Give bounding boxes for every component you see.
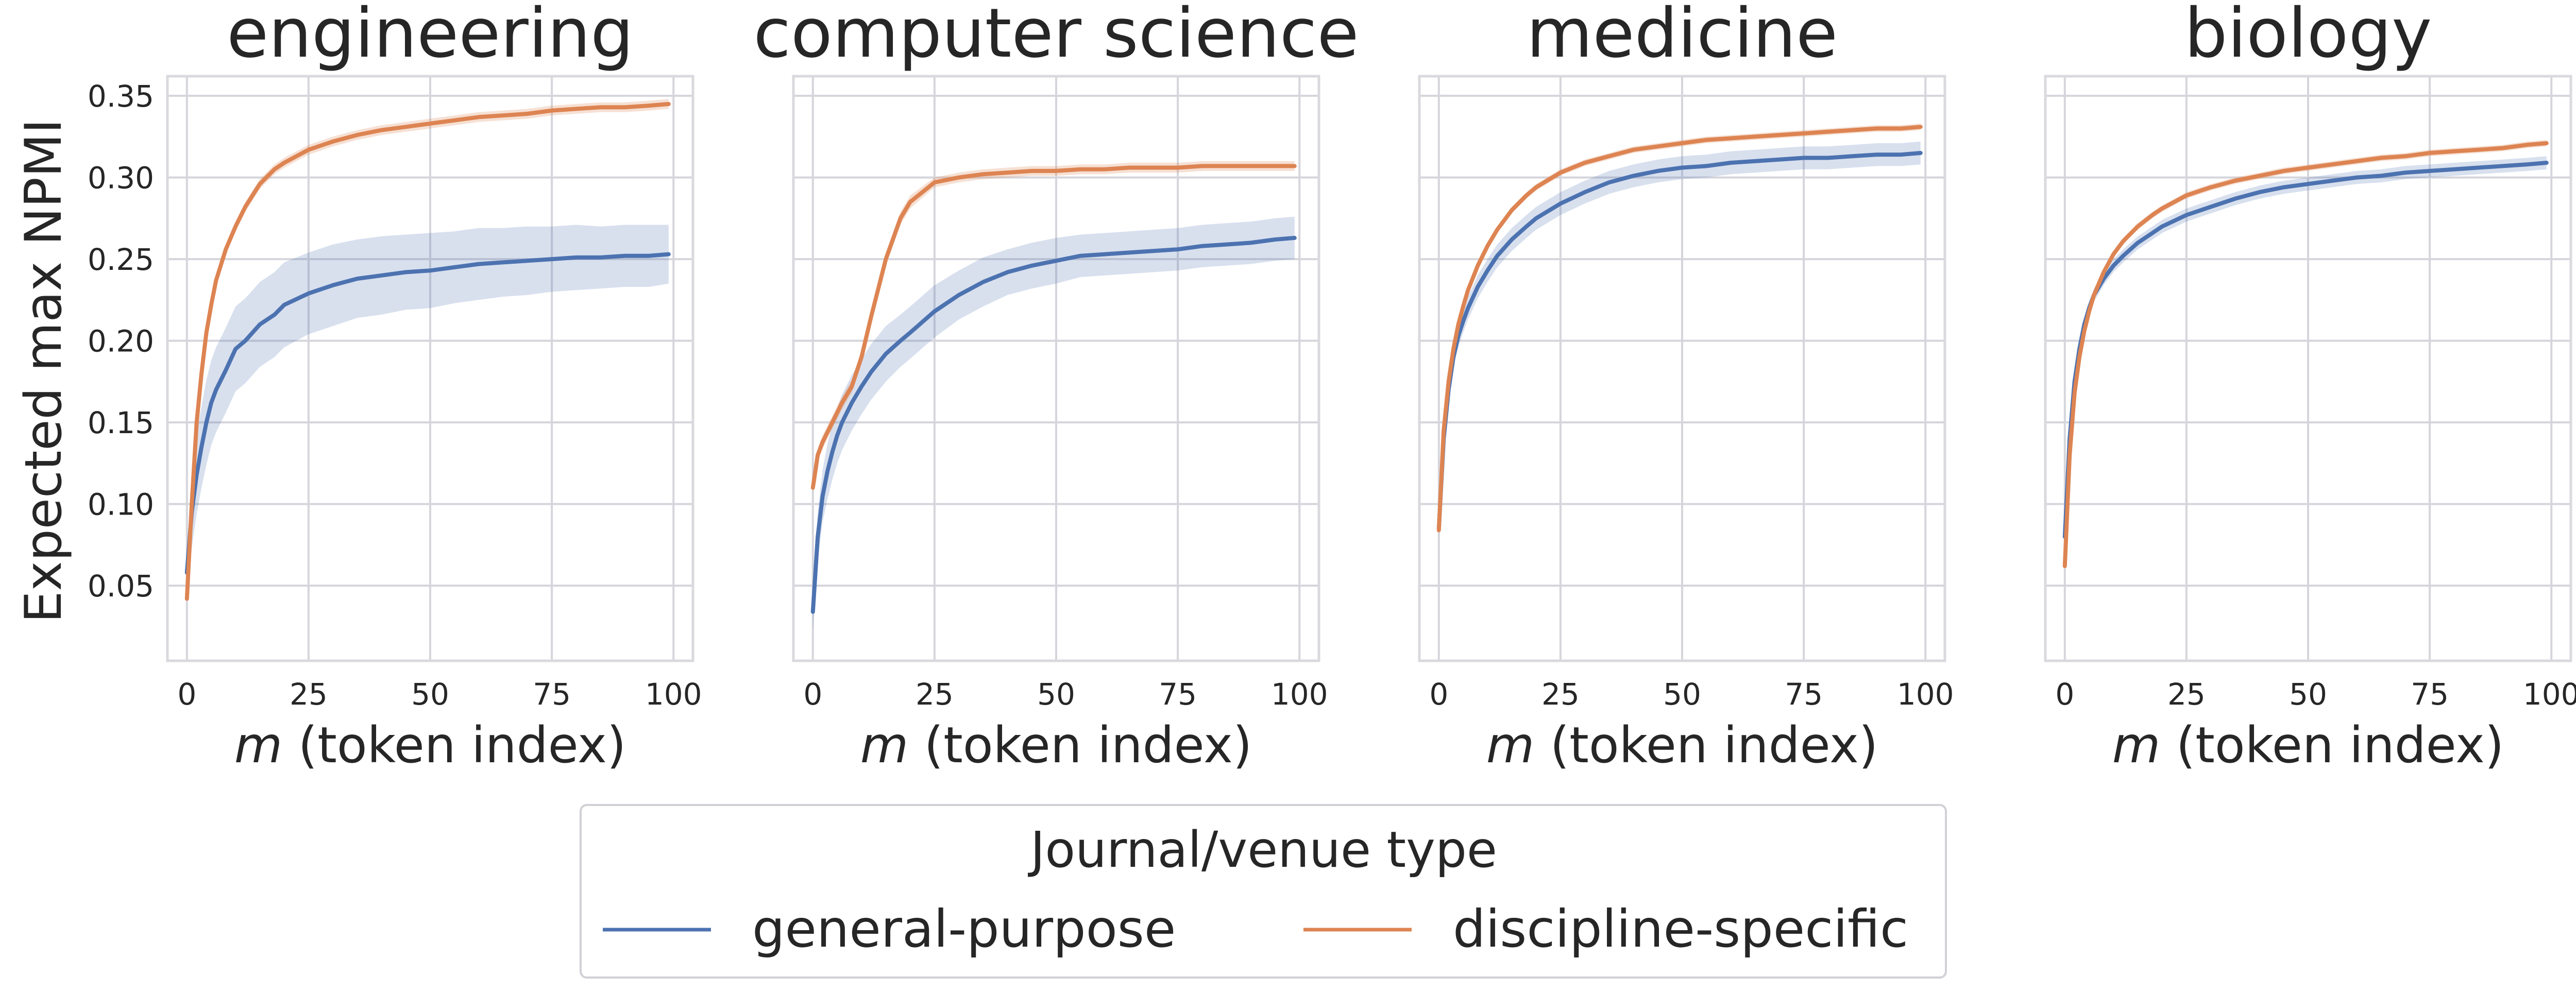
x-axis-label: m (token index)	[1486, 716, 1878, 774]
panel-engineering: 0 25 50 75 100 0.05 0.10 0.15 0.20 0.25 0.30 0.35 en…	[88, 0, 702, 774]
x-axis-label: m (token index)	[860, 716, 1252, 774]
x-tick-label: 75	[533, 677, 571, 712]
x-axis-label-text: (token index)	[1534, 716, 1878, 774]
x-tick-label: 25	[2167, 677, 2206, 712]
line-general-purpose	[184, 252, 671, 575]
line-general-purpose	[810, 235, 1297, 614]
x-tick-label: 0	[803, 677, 822, 712]
line-discipline-specific	[810, 164, 1297, 490]
x-tick-label: 25	[290, 677, 328, 712]
legend-title: Journal/venue type	[1028, 821, 1497, 879]
line-discipline-specific	[2062, 141, 2549, 569]
x-tick-label: 75	[1159, 677, 1197, 712]
x-tick-label: 75	[1785, 677, 1823, 712]
legend: Journal/venue type general-purpose disci…	[580, 804, 1947, 979]
chart-panels: 0 25 50 75 100 0.05 0.10 0.15 0.20 0.25 0.30 0.35 en…	[88, 0, 2576, 774]
x-tick-label: 50	[2289, 677, 2327, 712]
line-general-purpose	[1436, 151, 1923, 531]
x-axis-label: m (token index)	[234, 716, 626, 774]
x-axis-variable: m	[1486, 716, 1535, 774]
y-tick-label: 0.05	[88, 569, 154, 604]
plot-frame	[2044, 75, 2572, 662]
panel-title: engineering	[227, 0, 634, 73]
x-axis-variable: m	[2112, 716, 2161, 774]
panel-medicine: 0 25 50 75 100 medicine m (token index)	[1418, 0, 1954, 774]
x-tick-label: 100	[2523, 677, 2576, 712]
x-axis-variable: m	[860, 716, 909, 774]
x-tick-label: 50	[411, 677, 449, 712]
panel-computer-science: 0 25 50 75 100 computer science m (token index…	[753, 0, 1359, 774]
x-tick-label: 25	[1541, 677, 1580, 712]
shared-y-axis-label: Expected max NPMI	[14, 119, 73, 623]
panel-title: computer science	[753, 0, 1359, 73]
x-tick-label: 100	[1897, 677, 1954, 712]
x-tick-label: 50	[1037, 677, 1075, 712]
plot-frame	[1418, 75, 1946, 662]
x-axis-label-text: (token index)	[908, 716, 1252, 774]
x-tick-label: 100	[645, 677, 702, 712]
x-tick-label: 25	[916, 677, 954, 712]
legend-frame	[580, 804, 1947, 979]
x-tick-label: 75	[2411, 677, 2449, 712]
x-tick-label: 50	[1663, 677, 1701, 712]
line-discipline-specific	[1436, 125, 1923, 533]
plot-frame	[166, 75, 694, 662]
y-tick-label: 0.20	[88, 324, 154, 359]
x-axis-label-text: (token index)	[282, 716, 626, 774]
x-axis-variable: m	[234, 716, 283, 774]
x-tick-label: 0	[1429, 677, 1448, 712]
x-axis-label-text: (token index)	[2160, 716, 2504, 774]
x-axis-label: m (token index)	[2112, 716, 2504, 774]
y-tick-label: 0.25	[88, 242, 154, 277]
band-general-purpose	[812, 216, 1295, 631]
legend-label-general: general-purpose	[752, 899, 1176, 959]
panel-title: medicine	[1527, 0, 1838, 73]
panel-biology: 0 25 50 75 100 biology m (token index)	[2044, 0, 2576, 774]
panel-title: biology	[2184, 0, 2432, 73]
x-tick-label: 0	[2055, 677, 2074, 712]
y-tick-label: 0.30	[88, 161, 154, 196]
y-tick-label: 0.10	[88, 487, 154, 522]
x-tick-label: 0	[177, 677, 196, 712]
line-discipline-specific	[184, 101, 671, 601]
band-general-purpose	[187, 225, 669, 597]
legend-label-specific: discipline-specific	[1453, 899, 1908, 959]
y-tick-label: 0.35	[88, 79, 154, 114]
plot-frame	[792, 75, 1320, 662]
x-tick-label: 100	[1271, 677, 1328, 712]
y-tick-label: 0.15	[88, 405, 154, 440]
